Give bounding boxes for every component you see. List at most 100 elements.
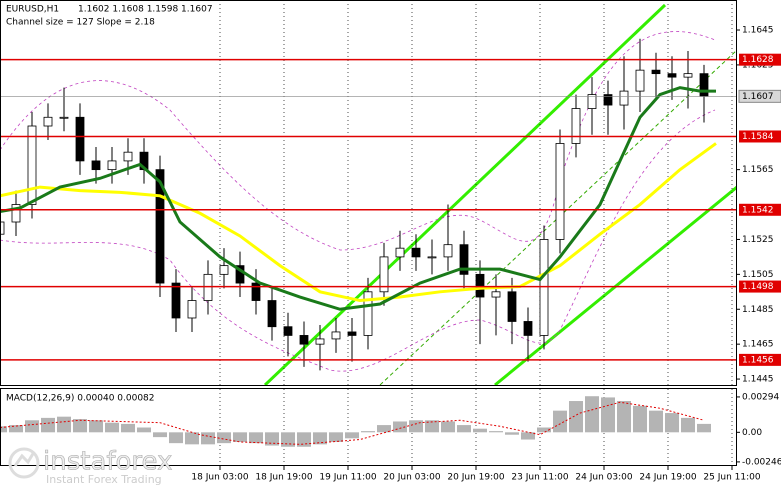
macd-bar <box>185 432 199 445</box>
y-tick-label: 0.00294 <box>742 392 779 402</box>
macd-bar <box>73 419 87 433</box>
candle-body <box>203 273 213 301</box>
level-label-box <box>739 130 781 143</box>
macd-bar <box>537 427 551 433</box>
macd-bar <box>521 432 535 440</box>
candle-body <box>59 116 69 119</box>
candle-body <box>171 282 181 319</box>
y-tick-label: 1.1645 <box>742 26 774 36</box>
candle-body <box>331 331 341 340</box>
ohlc: 1.1602 1.1608 1.1598 1.1607 <box>78 5 213 15</box>
channel-info: Channel size = 127 Slope = 2.18 <box>6 18 155 28</box>
candle-body <box>75 116 85 162</box>
candle-body <box>523 321 533 336</box>
candle-body <box>155 169 165 284</box>
level-label-box <box>739 353 781 366</box>
macd-bar <box>377 425 391 433</box>
macd-bar <box>569 401 583 433</box>
macd-bar <box>169 432 183 444</box>
level-label: 1.1628 <box>742 55 774 65</box>
y-tick-label: 1.1505 <box>742 270 774 280</box>
macd-bar <box>345 432 359 439</box>
macd-panel <box>0 389 733 466</box>
candle-body <box>283 326 293 336</box>
candle-body <box>187 300 197 319</box>
x-tick-label: 20 Jun 03:00 <box>383 473 440 483</box>
macd-bar <box>393 421 407 433</box>
macd-bar <box>217 432 231 444</box>
macd-bar <box>697 423 711 433</box>
macd-bar <box>681 417 695 433</box>
macd-bar <box>265 432 279 446</box>
moving-average <box>0 86 716 311</box>
macd-bar <box>249 432 263 444</box>
macd-bar <box>41 417 55 433</box>
candle-body <box>635 69 645 92</box>
candle-body <box>587 94 597 109</box>
candle-body <box>251 282 261 301</box>
candle-body <box>347 331 357 336</box>
candle-body <box>219 265 229 275</box>
macd-bar <box>57 416 71 433</box>
candle-body <box>443 244 453 258</box>
macd-title: MACD(12,26,9) 0.00040 0.00082 <box>6 394 155 404</box>
macd-bar <box>473 428 487 433</box>
macd-bar <box>233 432 247 442</box>
logo: instaforex Instant Forex Trading <box>8 446 173 486</box>
macd-bar <box>9 425 23 433</box>
candle-body <box>475 273 485 298</box>
candle-body <box>43 116 53 127</box>
price-panel <box>0 0 737 385</box>
y-tick-label: -0.00246 <box>742 457 781 467</box>
level-label-box <box>739 203 781 216</box>
candle-body <box>427 256 437 259</box>
macd-bar <box>585 396 599 433</box>
envelope-lower <box>0 109 716 372</box>
current-price-box <box>738 89 781 103</box>
level-label: 1.1456 <box>742 355 774 365</box>
candle-body <box>27 125 37 205</box>
y-tick-label: 1.1525 <box>742 235 774 245</box>
candle-body <box>619 90 629 106</box>
y-tick-label: 1.1465 <box>742 340 774 350</box>
macd-bar <box>665 413 679 433</box>
macd-bar <box>361 431 375 433</box>
macd-frame <box>0 388 737 466</box>
candle-body <box>107 160 117 171</box>
candle-body <box>11 204 21 223</box>
candle-body <box>299 335 309 345</box>
candle-body <box>651 69 661 75</box>
candle-body <box>683 73 693 78</box>
candle-body <box>363 291 373 336</box>
candle-body <box>91 160 101 171</box>
x-tick-label: 25 Jun 11:00 <box>703 473 760 483</box>
macd-bar <box>281 432 295 447</box>
level-label-box <box>739 53 781 66</box>
macd-bar <box>105 422 119 433</box>
macd-bar <box>441 421 455 433</box>
level-label: 1.1542 <box>742 205 774 215</box>
candle-body <box>379 256 389 293</box>
macd-bar <box>505 432 519 435</box>
logo-icon <box>8 447 40 479</box>
logo-brand: instaforex <box>43 447 172 477</box>
y-tick-label: 1.1485 <box>742 305 774 315</box>
macd-bar <box>409 420 423 433</box>
x-tick-label: 24 Jun 19:00 <box>639 473 696 483</box>
candle-body <box>603 94 613 106</box>
symbol: EURUSD,H1 <box>6 5 59 15</box>
level-label-box <box>739 280 781 293</box>
channel-upper <box>263 3 667 385</box>
x-tick-label: 18 Jun 19:00 <box>255 473 312 483</box>
candle-body <box>411 247 421 258</box>
candle-body <box>123 151 133 162</box>
candle-body <box>667 73 677 78</box>
candle-body <box>571 108 581 144</box>
candle-body <box>459 244 469 275</box>
macd-bar <box>0 426 7 433</box>
macd-bar <box>617 401 631 433</box>
macd-bar <box>201 432 215 445</box>
macd-bar <box>121 423 135 433</box>
x-tick-label: 24 Jun 03:00 <box>575 473 632 483</box>
